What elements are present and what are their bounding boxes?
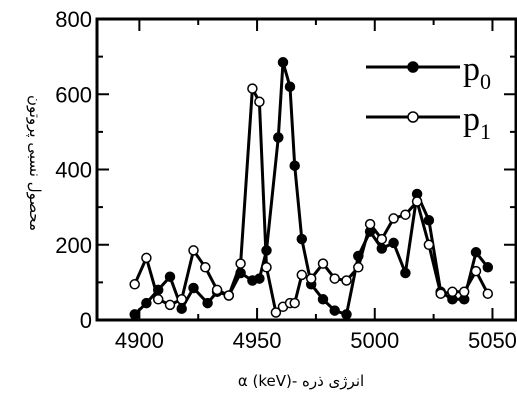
data-point-p0: [388, 237, 399, 249]
x-tick-label: 5000: [350, 328, 399, 353]
y-tick-label: 200: [55, 233, 92, 258]
data-point-p0: [176, 303, 187, 314]
data-point-p1: [261, 262, 272, 273]
data-point-p0: [423, 215, 435, 226]
series-line-p1: [133, 87, 490, 314]
y-tick-label: 600: [55, 82, 92, 107]
data-point-p1: [364, 218, 376, 230]
data-point-p1: [211, 284, 223, 296]
data-point-p0: [254, 273, 265, 284]
data-point-p0: [329, 305, 340, 316]
data-point-p0: [353, 250, 364, 262]
data-point-p1: [423, 239, 435, 251]
x-tick-label: 5050: [468, 328, 517, 353]
data-point-p1: [458, 286, 470, 298]
data-point-p0: [188, 282, 199, 294]
data-point-p0: [400, 267, 411, 279]
data-point-p1: [329, 273, 340, 284]
legend: p0 p1: [366, 51, 491, 144]
y-axis-label: محصول نسبی پروتون: [25, 95, 44, 231]
legend-label-p0: p0: [463, 51, 491, 94]
legend-label-p1: p1: [463, 101, 491, 144]
data-point-p1: [164, 299, 176, 311]
data-point-p0: [289, 160, 300, 171]
data-point-p0: [317, 294, 329, 305]
data-point-p0: [152, 284, 164, 296]
data-point-p1: [482, 288, 494, 299]
x-tick-label: 4950: [233, 328, 282, 353]
data-point-p1: [289, 297, 300, 309]
x-tick-label: 4900: [115, 328, 164, 353]
data-point-p1: [376, 233, 388, 245]
data-point-p0: [341, 309, 352, 320]
data-point-p1: [200, 262, 211, 273]
series-line-p0: [133, 60, 489, 316]
data-point-p1: [341, 275, 352, 286]
y-tick-label: 0: [80, 308, 92, 333]
data-point-p1: [223, 290, 235, 301]
data-point-p1: [305, 273, 317, 284]
data-point-p1: [270, 307, 282, 318]
legend-marker-p1: [407, 111, 419, 123]
data-point-p1: [296, 269, 308, 281]
data-point-p0: [470, 247, 482, 258]
data-point-p1: [176, 294, 187, 305]
data-point-p0: [261, 245, 272, 256]
data-point-p1: [317, 258, 329, 269]
legend-label-p0-sub: 0: [480, 69, 491, 94]
data-point-p0: [482, 262, 494, 273]
data-point-p1: [353, 262, 364, 273]
data-point-p1: [141, 252, 152, 264]
data-point-p1: [400, 209, 411, 220]
y-tick-label: 400: [55, 158, 92, 183]
data-point-p1: [188, 245, 199, 256]
data-point-p1: [470, 265, 482, 277]
data-point-p0: [273, 132, 284, 143]
data-point-p0: [284, 81, 296, 92]
data-point-p0: [235, 267, 246, 279]
x-axis-label: انرژی ذره -α (keV): [238, 372, 364, 390]
y-tick-label: 800: [55, 7, 92, 32]
data-point-p1: [235, 258, 246, 269]
data-point-p1: [254, 96, 265, 108]
legend-marker-p0: [407, 61, 419, 73]
data-point-p0: [277, 57, 289, 68]
data-point-p1: [447, 286, 458, 298]
data-point-p0: [202, 297, 213, 309]
data-point-p0: [129, 309, 140, 320]
data-point-p1: [247, 83, 258, 94]
ticks-layer: 4900 4950 5000 5050 0 200 400 600 800: [55, 7, 517, 353]
data-point-p0: [376, 243, 388, 254]
data-point-p1: [129, 279, 140, 290]
legend-label-p0-main: p: [463, 51, 480, 88]
data-point-p0: [141, 297, 152, 309]
data-point-p0: [164, 271, 176, 282]
legend-label-p1-sub: 1: [480, 119, 491, 144]
legend-label-p1-main: p: [463, 101, 480, 138]
data-point-p0: [296, 233, 308, 245]
series-layer: [129, 57, 494, 320]
data-point-p1: [411, 196, 423, 207]
data-point-p1: [435, 288, 446, 299]
data-point-p1: [152, 294, 164, 305]
data-point-p1: [388, 213, 399, 224]
